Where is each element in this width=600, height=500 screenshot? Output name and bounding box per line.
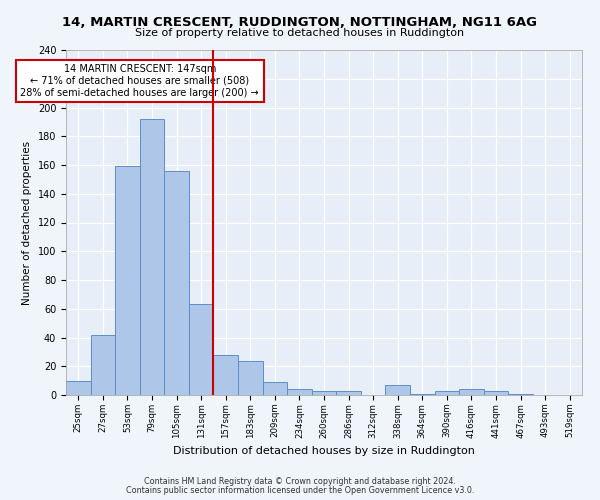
- Bar: [115, 166, 140, 395]
- Bar: [434, 390, 459, 395]
- Bar: [484, 390, 508, 395]
- Bar: [385, 385, 410, 395]
- Text: Contains public sector information licensed under the Open Government Licence v3: Contains public sector information licen…: [126, 486, 474, 495]
- Bar: [238, 360, 263, 395]
- Bar: [66, 380, 91, 395]
- Text: Contains HM Land Registry data © Crown copyright and database right 2024.: Contains HM Land Registry data © Crown c…: [144, 477, 456, 486]
- Bar: [263, 382, 287, 395]
- Text: Size of property relative to detached houses in Ruddington: Size of property relative to detached ho…: [136, 28, 464, 38]
- X-axis label: Distribution of detached houses by size in Ruddington: Distribution of detached houses by size …: [173, 446, 475, 456]
- Bar: [164, 171, 189, 395]
- Bar: [508, 394, 533, 395]
- Text: 14, MARTIN CRESCENT, RUDDINGTON, NOTTINGHAM, NG11 6AG: 14, MARTIN CRESCENT, RUDDINGTON, NOTTING…: [62, 16, 538, 30]
- Bar: [214, 355, 238, 395]
- Bar: [312, 390, 336, 395]
- Bar: [91, 334, 115, 395]
- Bar: [140, 119, 164, 395]
- Bar: [189, 304, 214, 395]
- Bar: [287, 389, 312, 395]
- Bar: [410, 394, 434, 395]
- Text: 14 MARTIN CRESCENT: 147sqm
← 71% of detached houses are smaller (508)
28% of sem: 14 MARTIN CRESCENT: 147sqm ← 71% of deta…: [20, 64, 259, 98]
- Bar: [459, 389, 484, 395]
- Y-axis label: Number of detached properties: Number of detached properties: [22, 140, 32, 304]
- Bar: [336, 390, 361, 395]
